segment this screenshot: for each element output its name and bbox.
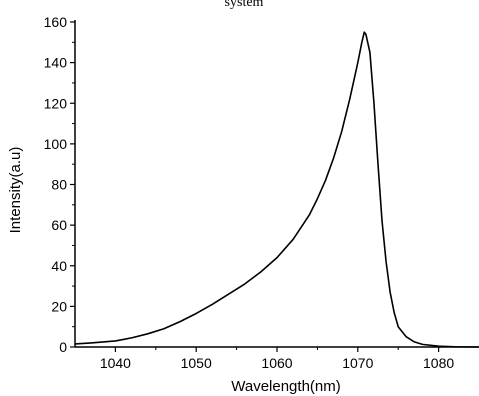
y-tick-label: 0 — [59, 339, 67, 355]
x-axis-label: Wavelength(nm) — [231, 378, 340, 395]
x-tick-label: 1060 — [261, 355, 292, 371]
y-tick-label: 80 — [51, 177, 67, 193]
y-tick-label: 20 — [51, 298, 67, 314]
plot-area — [74, 31, 479, 348]
y-tick-label: 40 — [51, 258, 67, 274]
y-tick-label: 60 — [51, 217, 67, 233]
chart-title: system — [225, 0, 264, 10]
y-tick-label: 120 — [44, 95, 68, 111]
spectrum-line — [74, 31, 479, 348]
y-tick-label: 140 — [44, 55, 68, 71]
y-tick-label: 160 — [44, 14, 68, 30]
x-tick-label: 1070 — [342, 355, 373, 371]
x-tick-label: 1080 — [423, 355, 454, 371]
axes — [74, 20, 479, 348]
x-tick-label: 1050 — [181, 355, 212, 371]
ticks: 0 20 40 60 80 100 120 140 160 1040 1050 1060 1070 108… — [44, 14, 455, 371]
x-tick-label: 1040 — [100, 355, 131, 371]
y-tick-label: 100 — [44, 136, 68, 152]
y-axis-label: Intensity(a.u) — [7, 147, 24, 234]
